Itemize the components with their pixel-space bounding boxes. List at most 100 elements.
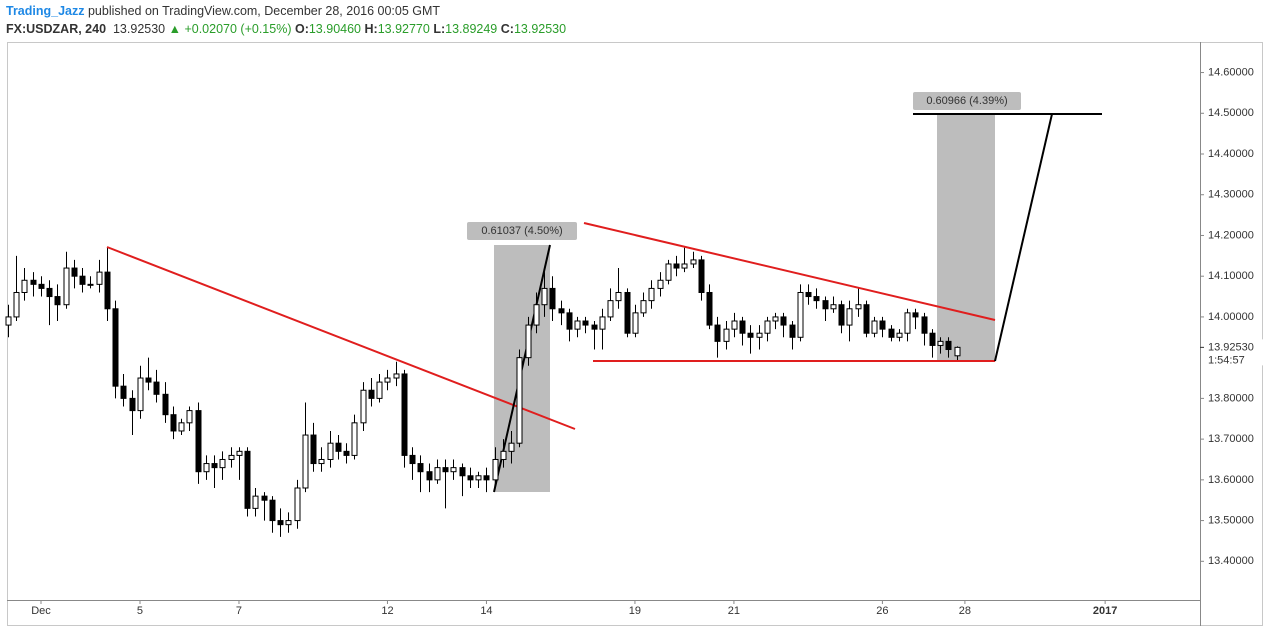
low-label: L:	[433, 22, 446, 36]
high: 13.92770	[377, 22, 430, 36]
candle-body	[318, 458, 325, 465]
candle-body	[360, 389, 367, 424]
x-tick-label: 7	[236, 605, 242, 617]
candle-body	[533, 304, 540, 326]
candle-body	[38, 283, 45, 289]
candle-body	[21, 279, 28, 293]
x-tick-label: 28	[959, 605, 971, 617]
candle-body	[525, 324, 532, 359]
candle-body	[937, 340, 944, 346]
y-tick-label: 14.10000	[1208, 270, 1254, 282]
candle-body	[723, 328, 730, 342]
last-price-label: 13.92530	[1208, 341, 1254, 353]
candle-body	[500, 450, 507, 460]
candle-body	[607, 300, 614, 318]
candle-body	[120, 385, 127, 399]
candle-body	[822, 300, 829, 310]
candle-body	[351, 422, 358, 456]
quote-line: FX:USDZAR, 240 13.92530 ▲ +0.02070 (+0.1…	[6, 20, 1256, 38]
candle-body	[714, 324, 721, 342]
candle-body	[624, 291, 631, 334]
low: 13.89249	[445, 22, 498, 36]
candle-body	[912, 312, 919, 318]
candle-body	[855, 304, 862, 310]
candle-body	[343, 450, 350, 456]
candle-body	[54, 296, 61, 306]
candle-body	[846, 308, 853, 326]
candle-body	[228, 454, 235, 460]
candle-body	[409, 454, 416, 465]
candle-body	[747, 332, 754, 338]
candle-body	[574, 320, 581, 330]
candle-body	[310, 434, 317, 465]
author[interactable]: Trading_Jazz	[6, 4, 85, 18]
candle-body	[236, 450, 243, 456]
candle-body	[178, 422, 185, 432]
x-tick-label: Dec	[31, 605, 51, 617]
candle-body	[615, 291, 622, 302]
candle-body	[244, 450, 251, 509]
projection-line	[994, 113, 1053, 362]
candle-body	[813, 296, 820, 302]
candle-body	[698, 259, 705, 293]
candle-body	[772, 316, 779, 322]
x-tick-label: 5	[137, 605, 143, 617]
candle-body	[203, 463, 210, 473]
candle-body	[417, 463, 424, 473]
candle-body	[252, 495, 259, 509]
candle-body	[690, 259, 697, 265]
candle-body	[549, 287, 556, 310]
candle-body	[789, 324, 796, 338]
y-tick-label: 14.00000	[1208, 311, 1254, 323]
y-tick-label: 13.80000	[1208, 392, 1254, 404]
candle-body	[896, 332, 903, 338]
y-tick-label: 14.40000	[1208, 148, 1254, 160]
open-label: O:	[294, 22, 309, 36]
candle-body	[756, 332, 763, 338]
candle-body	[739, 320, 746, 334]
annotation: 0.61037 (4.50%)	[481, 225, 562, 237]
candle-body	[657, 279, 664, 289]
candle-body	[46, 287, 53, 298]
candle-body	[921, 316, 928, 334]
candle-body	[516, 357, 523, 444]
x-tick-label: 14	[480, 605, 492, 617]
candle-body	[648, 287, 655, 302]
x-tick-label: 12	[381, 605, 393, 617]
candle-body	[285, 520, 292, 526]
candle-body	[665, 263, 672, 281]
candle-body	[376, 381, 383, 399]
candle-body	[706, 291, 713, 326]
countdown: 1:54:57	[1208, 354, 1245, 366]
candle-body	[79, 275, 86, 285]
candle-body	[195, 410, 202, 473]
close: 13.92530	[513, 22, 567, 36]
candle-body	[269, 499, 276, 522]
candle-body	[434, 467, 441, 481]
candle-body	[599, 316, 606, 330]
candle-body	[863, 304, 870, 334]
candle-body	[681, 263, 688, 269]
candle-body	[483, 475, 490, 481]
y-tick-label: 13.50000	[1208, 514, 1254, 526]
annotation-box	[913, 92, 1021, 110]
candle-body	[879, 320, 886, 330]
candle-body	[566, 312, 573, 330]
candle-body	[302, 434, 309, 489]
annotation-box	[467, 222, 577, 240]
x-tick-label: 21	[728, 605, 740, 617]
candle-body	[71, 267, 78, 277]
candle-body	[888, 328, 895, 338]
candle-body	[63, 267, 70, 306]
last-price-box	[1201, 339, 1263, 366]
y-tick-label: 13.60000	[1208, 474, 1254, 486]
candle-body	[632, 312, 639, 334]
candle-body	[508, 442, 515, 452]
y-tick-label: 14.50000	[1208, 107, 1254, 119]
candle-body	[335, 442, 342, 452]
candle-body	[153, 381, 160, 395]
candle-body	[368, 389, 375, 399]
candle-body	[162, 393, 169, 416]
candle-body	[780, 316, 787, 326]
